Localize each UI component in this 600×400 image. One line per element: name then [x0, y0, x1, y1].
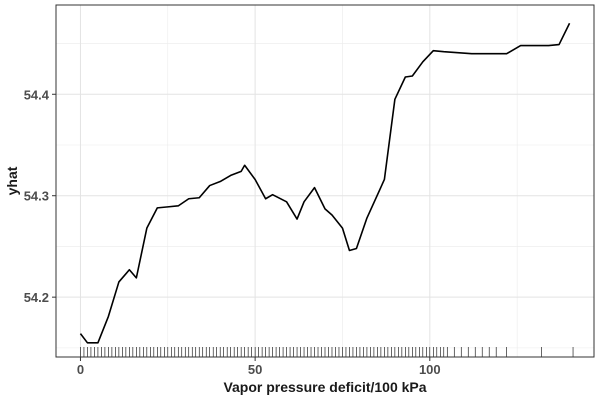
x-axis-title: Vapor pressure deficit/100 kPa: [223, 379, 426, 395]
y-tick-label: 54.3: [24, 189, 49, 204]
y-tick-label: 54.4: [24, 87, 50, 102]
x-tick-label: 0: [77, 362, 84, 377]
y-axis-title: yhat: [4, 166, 20, 195]
panel-border: [55, 4, 595, 358]
axis-ticks: 0 50 100 54.2 54.3 54.4: [24, 87, 441, 377]
panel-background: [56, 5, 594, 357]
x-tick-label: 100: [419, 362, 441, 377]
series-line: [79, 22, 571, 344]
series-lines: [79, 22, 571, 344]
y-tick-label: 54.2: [24, 290, 49, 305]
rug-ticks: [80, 347, 574, 357]
x-tick-label: 50: [248, 362, 262, 377]
